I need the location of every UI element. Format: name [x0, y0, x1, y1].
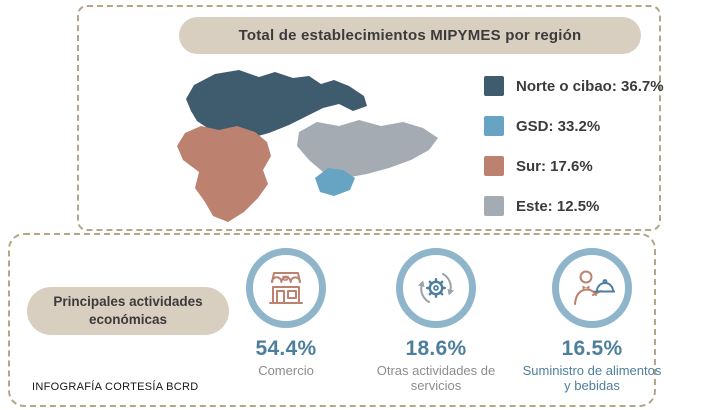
- map-region-sur-icon: [177, 126, 271, 222]
- legend-swatch-este: [484, 196, 504, 216]
- activity-ring: [396, 248, 476, 328]
- activity-comercio: 54.4% Comercio: [206, 248, 366, 378]
- map-region-gsd-icon: [315, 168, 355, 196]
- activity-servicios: 18.6% Otras actividades de servicios: [356, 248, 516, 394]
- legend-swatch-sur: [484, 156, 504, 176]
- activity-value: 54.4%: [255, 337, 317, 360]
- credit-line: INFOGRAFÍA CORTESÍA BCRD: [28, 381, 203, 393]
- regions-panel-title: Total de establecimientos MIPYMES por re…: [179, 17, 641, 54]
- activity-value: 18.6%: [405, 337, 467, 360]
- region-legend: Norte o cibao: 36.7% GSD: 33.2% Sur: 17.…: [484, 73, 664, 233]
- activity-label: Suministro de alimentos y bebidas: [522, 363, 662, 394]
- map-region-este-icon: [297, 120, 438, 178]
- services-gear-icon: [418, 273, 454, 303]
- map-region-norte-icon: [186, 70, 367, 139]
- storefront-icon: [269, 272, 303, 304]
- activity-alimentos: 16.5% Suministro de alimentos y bebidas: [512, 248, 672, 394]
- activities-panel-title: Principales actividades económicas: [27, 287, 229, 335]
- legend-item-sur: Sur: 17.6%: [484, 153, 664, 179]
- dominican-republic-map: [177, 70, 438, 222]
- legend-swatch-norte: [484, 76, 504, 96]
- legend-swatch-gsd: [484, 116, 504, 136]
- activity-value: 16.5%: [561, 337, 623, 360]
- legend-label: Norte o cibao: 36.7%: [516, 77, 664, 95]
- waiter-icon: [574, 270, 615, 305]
- activity-ring: [552, 248, 632, 328]
- legend-item-gsd: GSD: 33.2%: [484, 113, 664, 139]
- legend-item-norte: Norte o cibao: 36.7%: [484, 73, 664, 99]
- legend-label: GSD: 33.2%: [516, 117, 601, 135]
- legend-label: Este: 12.5%: [516, 197, 600, 215]
- activity-label: Comercio: [258, 363, 314, 378]
- legend-label: Sur: 17.6%: [516, 157, 593, 175]
- regions-panel: Total de establecimientos MIPYMES por re…: [77, 5, 664, 233]
- activity-label: Otras actividades de servicios: [376, 363, 496, 394]
- legend-item-este: Este: 12.5%: [484, 193, 664, 219]
- activity-ring: [246, 248, 326, 328]
